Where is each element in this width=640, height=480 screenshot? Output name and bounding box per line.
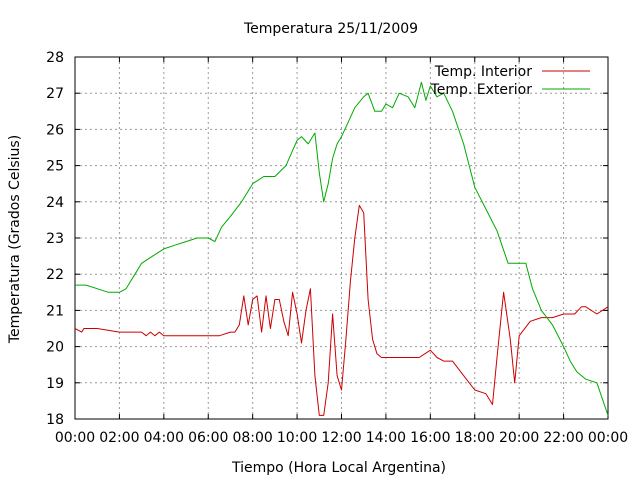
- series-line-interior: [74, 204, 609, 416]
- x-tick-label: 20:00: [499, 430, 539, 446]
- y-tick-label: 18: [46, 412, 64, 428]
- x-tick-label: 22:00: [543, 430, 583, 446]
- y-tick-label: 26: [46, 122, 64, 138]
- x-axis-ticks: 00:00 02:00 04:00 06:00 08:00 10:00 12:00 14:00…: [55, 57, 628, 446]
- y-tick-label: 23: [46, 231, 64, 247]
- chart-title: Temperatura 25/11/2009: [243, 21, 418, 37]
- x-tick-label: 18:00: [455, 430, 495, 446]
- x-tick-label: 00:00: [55, 430, 95, 446]
- x-tick-label: 04:00: [144, 430, 184, 446]
- y-tick-label: 21: [46, 303, 64, 319]
- x-tick-label: 12:00: [321, 430, 361, 446]
- x-tick-label: 00:00: [588, 430, 628, 446]
- x-tick-label: 06:00: [188, 430, 228, 446]
- series-line-exterior: [75, 81, 609, 416]
- y-tick-label: 27: [46, 86, 64, 102]
- y-tick-label: 20: [46, 340, 64, 356]
- y-tick-label: 19: [46, 376, 64, 392]
- y-tick-label: 22: [46, 267, 64, 283]
- legend: Temp. Interior Temp. Exterior: [430, 64, 590, 98]
- legend-label-exterior: Temp. Exterior: [430, 82, 533, 98]
- x-tick-label: 14:00: [366, 430, 406, 446]
- x-tick-label: 02:00: [99, 430, 139, 446]
- series: [74, 81, 609, 416]
- y-tick-label: 24: [46, 195, 64, 211]
- x-axis-label: Tiempo (Hora Local Argentina): [231, 460, 446, 476]
- y-axis-label: Temperatura (Grados Celsius): [7, 135, 23, 344]
- grid: [75, 57, 608, 419]
- x-tick-label: 08:00: [232, 430, 272, 446]
- x-tick-label: 16:00: [410, 430, 450, 446]
- y-axis-ticks: 18 19 20 21 22 23 24 25 26 27 28: [46, 50, 608, 428]
- y-tick-label: 25: [46, 159, 64, 175]
- x-tick-label: 10:00: [277, 430, 317, 446]
- legend-label-interior: Temp. Interior: [434, 64, 533, 80]
- y-tick-label: 28: [46, 50, 64, 66]
